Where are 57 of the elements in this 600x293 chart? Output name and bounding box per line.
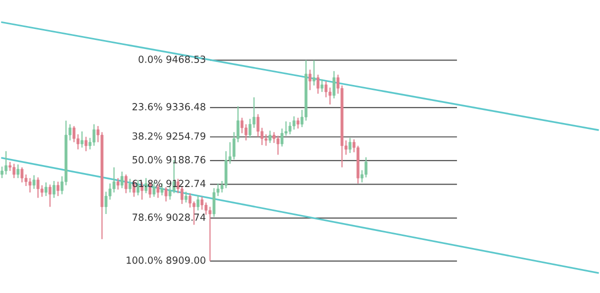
candlestick <box>32 174 36 190</box>
candlestick <box>48 184 52 208</box>
ref-line-label: 23.6% 9336.48 <box>132 103 206 110</box>
candlestick <box>72 125 76 143</box>
candlestick <box>16 164 20 179</box>
candlestick <box>208 206 212 262</box>
candlestick <box>240 117 244 134</box>
candlestick <box>280 128 284 148</box>
candlestick <box>4 150 8 176</box>
candlestick <box>184 191 188 204</box>
candlestick <box>244 124 248 141</box>
candlestick <box>120 171 124 189</box>
candlestick <box>20 166 24 183</box>
candlestick <box>124 174 128 194</box>
candlestick <box>268 130 272 144</box>
candlestick <box>92 124 96 146</box>
candlestick <box>160 182 164 196</box>
candlestick <box>296 117 300 130</box>
candlestick <box>308 69 312 91</box>
candlestick <box>28 178 32 194</box>
candlestick <box>264 134 268 146</box>
candlestick <box>328 87 332 106</box>
ref-line-label: 0.0% 9468.53 <box>138 56 206 63</box>
candlestick <box>276 135 280 156</box>
ref-line-label: 50.0% 9188.76 <box>132 156 206 164</box>
candlestick <box>0 166 4 179</box>
candlestick <box>188 192 192 208</box>
candlestick <box>292 116 296 130</box>
candlestick <box>204 202 208 216</box>
candlestick <box>116 178 120 190</box>
candlestick <box>272 132 276 144</box>
candlestick <box>196 194 200 211</box>
candlestick <box>52 180 56 198</box>
candlestick <box>200 196 204 210</box>
candlestick <box>256 114 260 138</box>
candlestick <box>12 163 16 179</box>
candlestick <box>316 74 320 94</box>
candlestick <box>364 156 368 178</box>
candlestick <box>44 182 48 197</box>
candlestick <box>212 188 216 218</box>
candlestick <box>80 130 84 148</box>
candlestick <box>164 186 168 202</box>
ref-line-label: 100.0% 8909.00 <box>126 256 206 264</box>
candlestick <box>320 78 324 92</box>
candlestick <box>56 181 60 197</box>
candlestick <box>36 176 40 198</box>
candlestick <box>84 136 88 152</box>
candlestick <box>312 60 316 86</box>
candlestick <box>104 191 108 215</box>
candlestick <box>128 178 132 194</box>
candlestick <box>112 166 116 194</box>
candlestick <box>332 70 336 99</box>
ref-line-label: 38.2% 9254.79 <box>132 132 206 140</box>
candlestick <box>248 118 252 138</box>
candlestick <box>348 137 352 154</box>
candlestick <box>288 122 292 135</box>
candlestick <box>324 80 328 98</box>
